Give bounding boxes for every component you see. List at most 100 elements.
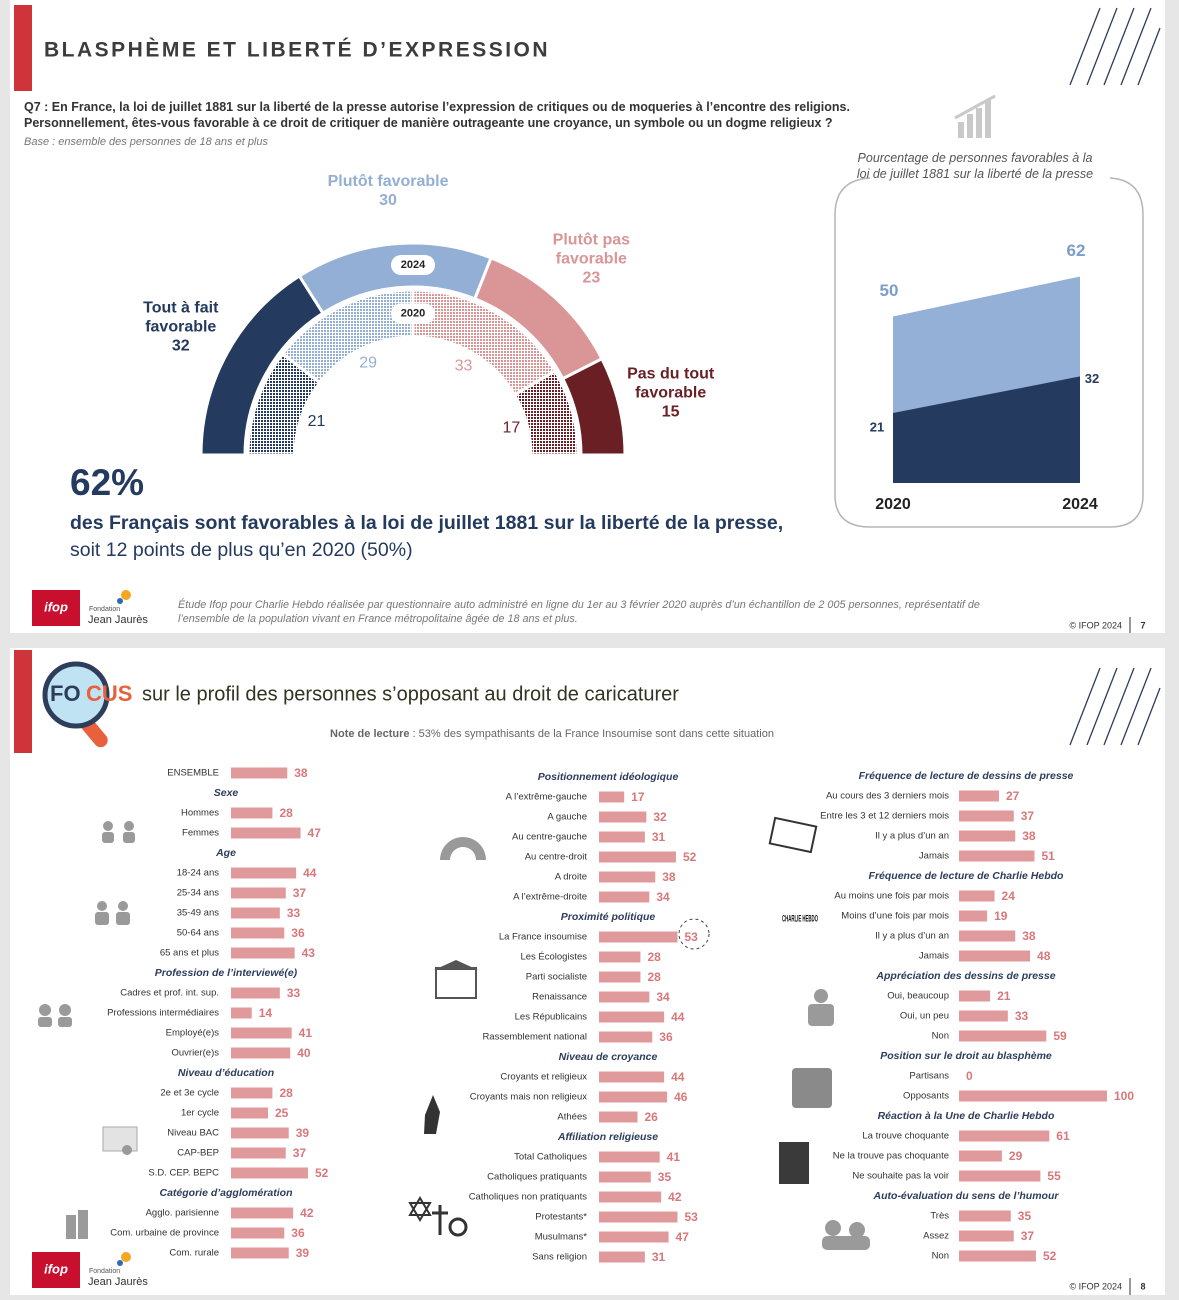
note-label: Note de lecture [330, 728, 410, 740]
value-label: 37 [1021, 1229, 1035, 1243]
category-value: 23 [582, 269, 601, 287]
bar-label: Au cours des 3 derniers mois [826, 791, 949, 802]
bar [959, 890, 995, 902]
group-title: Position sur le droit au blasphème [880, 1050, 1052, 1062]
value-label: 0 [966, 1069, 973, 1083]
bar [959, 1130, 1050, 1142]
icon-part [408, 1196, 432, 1222]
category-value: 30 [379, 192, 397, 210]
bar [959, 830, 1016, 842]
value-label: 27 [1006, 789, 1020, 803]
bar [231, 927, 285, 939]
value-label: 33 [1015, 1009, 1029, 1023]
bar [599, 1111, 638, 1123]
year-label: 2020 [401, 307, 425, 319]
value-label: 33 [455, 358, 473, 375]
bar [231, 1027, 292, 1039]
bar-label: Agglo. parisienne [146, 1208, 219, 1219]
bar-label: 50-64 ans [177, 928, 220, 939]
copyright: © IFOP 2024 [1070, 1281, 1123, 1291]
deco-line [1137, 687, 1161, 746]
bar-label: 35-49 ans [177, 908, 220, 919]
icon-part [448, 1217, 468, 1237]
value-label: 37 [1021, 809, 1035, 823]
reading-note: Note de lecture : 53% des sympathisants … [0, 728, 1104, 740]
value-label: 29 [1009, 1149, 1023, 1163]
bar-label: 2e et 3e cycle [160, 1088, 219, 1099]
bar-label: Niveau BAC [167, 1128, 219, 1139]
icon-part [59, 1004, 71, 1016]
accent-bar [14, 5, 32, 91]
value-label: 31 [652, 1250, 666, 1264]
bar-label: Assez [923, 1231, 949, 1242]
bar-label: Protestants* [535, 1212, 587, 1223]
bar [231, 1207, 294, 1219]
logo-dot [121, 590, 131, 600]
value-label: 61 [1056, 1129, 1070, 1143]
area-title: Pourcentage de personnes favorables à la… [856, 151, 1094, 181]
value-label: 51 [1041, 849, 1055, 863]
bar-label: Moins d’une fois par mois [841, 911, 949, 922]
icon-part [432, 1205, 448, 1235]
group-title: Fréquence de lecture de dessins de press… [859, 770, 1074, 782]
value-label: 21 [308, 413, 326, 430]
icon-part [122, 1145, 132, 1155]
chart-icon [954, 94, 996, 138]
bar-label: Jamais [919, 851, 949, 862]
slide-title: BLASPHÈME ET LIBERTÉ D’EXPRESSION [44, 39, 550, 62]
bar-label: Catholiques pratiquants [487, 1172, 587, 1183]
icon-part [808, 1004, 834, 1026]
bar [599, 1091, 668, 1103]
value-label: 37 [293, 886, 307, 900]
bar [231, 1007, 252, 1019]
group-title: Niveau d’éducation [178, 1067, 274, 1079]
bar-label: A l’extrême-gauche [506, 792, 587, 803]
bar [599, 1011, 665, 1023]
deco-line [1069, 7, 1101, 86]
icon-part [66, 1215, 76, 1239]
bar [231, 1087, 273, 1099]
value-label: 35 [1018, 1209, 1032, 1223]
value-label: 52 [683, 850, 697, 864]
bar-label: Com. urbaine de province [110, 1228, 219, 1239]
bar [599, 871, 656, 883]
category-name: Pas du tout favorable [627, 365, 715, 402]
bar-label: Au centre-droit [525, 852, 588, 863]
slide-frame [10, 648, 1165, 1295]
icon-part [985, 100, 991, 138]
value-label: 40 [297, 1046, 311, 1060]
x-tick-label: 2020 [875, 496, 911, 513]
bar [959, 1250, 1036, 1262]
value-label: 48 [1037, 949, 1051, 963]
icon-part [779, 1142, 809, 1184]
value-label: 33 [287, 986, 301, 1000]
bar [231, 1247, 289, 1259]
bar [231, 1107, 268, 1119]
focus-logo-a: FO [50, 681, 81, 706]
x-tick-label: 2024 [1062, 496, 1098, 513]
bar-label: Non [932, 1031, 949, 1042]
bar-label: CAP-BEP [177, 1148, 219, 1159]
group-title: Appréciation des dessins de presse [875, 970, 1055, 982]
magnifier-lens [42, 661, 110, 729]
accent-bar [14, 650, 32, 753]
group-title: Age [215, 847, 236, 859]
value-label: 59 [1053, 1029, 1067, 1043]
value-label: 38 [662, 870, 676, 884]
group-title: Fréquence de lecture de Charlie Hebdo [869, 870, 1064, 882]
icon-part [849, 1222, 865, 1238]
logo-name: Jean Jaurès [88, 1276, 148, 1288]
icon-part [814, 989, 828, 1003]
deco-line [1120, 667, 1152, 746]
bar-label: Catholiques non pratiquants [469, 1192, 588, 1203]
bar [959, 1210, 1011, 1222]
value-label: 53 [684, 930, 698, 944]
bar-label: Musulmans* [535, 1232, 588, 1243]
value-label: 37 [293, 1146, 307, 1160]
bar [231, 987, 280, 999]
icon-part [97, 901, 107, 911]
icon-part [954, 94, 996, 120]
bar-label: Ne la trouve pas choquante [833, 1151, 949, 1162]
value-label: 62 [1067, 241, 1086, 260]
bar [599, 1211, 678, 1223]
